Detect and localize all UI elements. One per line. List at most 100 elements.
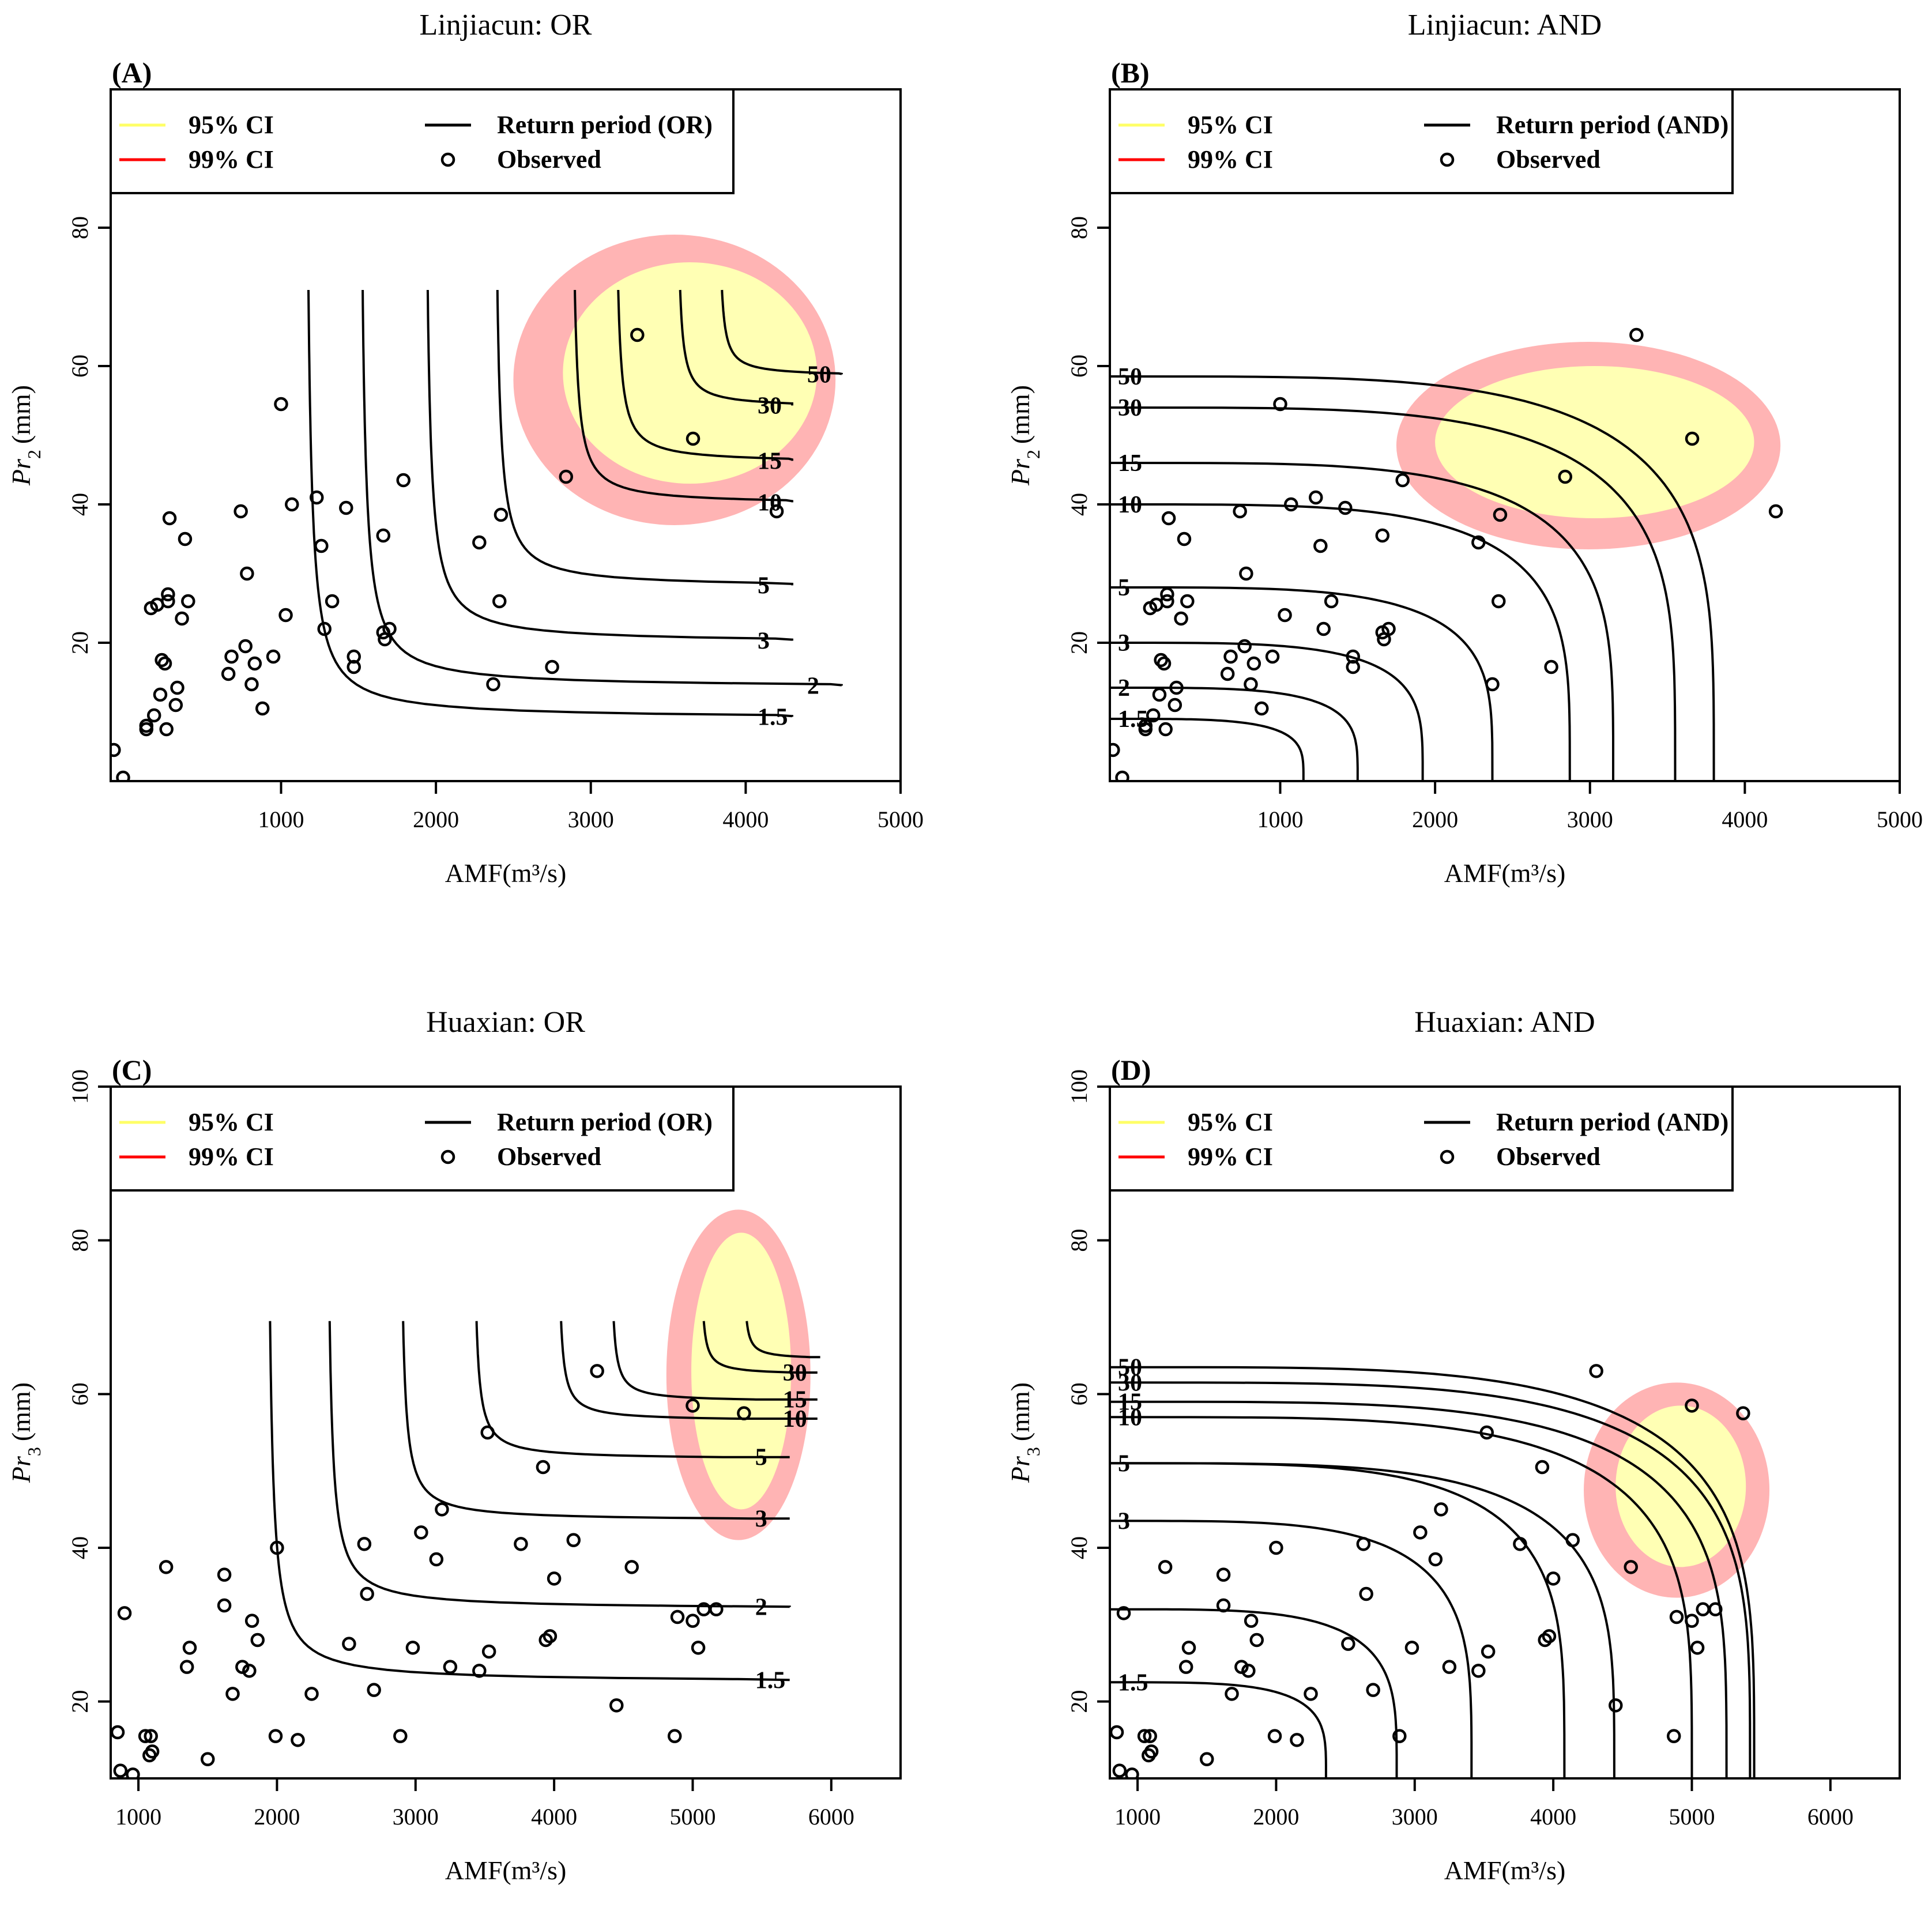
observed-point <box>670 1609 685 1624</box>
contour-label-1-5: 1.5 <box>755 1667 786 1694</box>
contour-label-15: 15 <box>1118 1389 1142 1416</box>
observed-point <box>1267 1729 1282 1743</box>
x-tick-label: 3000 <box>1392 1804 1438 1830</box>
observed-point <box>1116 1606 1131 1620</box>
observed-point <box>1685 431 1700 446</box>
return-period-contour <box>679 289 793 406</box>
observed-point <box>1404 1641 1419 1655</box>
observed-point <box>1220 666 1235 681</box>
observed-point <box>1278 608 1292 623</box>
y-axis-title: Pr2 (mm) <box>6 385 44 486</box>
observed-point <box>161 587 175 602</box>
y-tick-label: 20 <box>67 631 93 654</box>
observed-point <box>769 504 784 519</box>
legend-box <box>1109 88 1734 194</box>
observed-point <box>255 701 270 716</box>
observed-point <box>667 1729 682 1743</box>
observed-point <box>1169 680 1184 695</box>
observed-point <box>1146 708 1161 723</box>
observed-point <box>1471 535 1486 550</box>
y-axis-title: Pr3 (mm) <box>6 1382 44 1483</box>
observed-point <box>310 490 324 505</box>
contour-label-5: 5 <box>755 1445 767 1471</box>
observed-point <box>1666 1729 1681 1743</box>
observed-point <box>175 611 189 626</box>
observed-point <box>1233 504 1247 519</box>
x-tick-label: 3000 <box>568 806 614 832</box>
observed-point <box>268 1729 283 1743</box>
observed-point <box>393 1729 408 1743</box>
panel-letter: (C) <box>112 1054 152 1086</box>
contour-label-15: 15 <box>1118 450 1142 477</box>
y-tick-label: 80 <box>1066 216 1092 239</box>
observed-point <box>274 397 288 412</box>
x-tick-label: 2000 <box>254 1804 300 1830</box>
observed-point <box>1381 621 1396 636</box>
return-period-contour <box>612 1321 818 1401</box>
x-axis-title: AMF(m³/s) <box>1444 858 1566 888</box>
y-axis-title-sub: 3 <box>1023 1447 1044 1456</box>
observed-point <box>737 1406 751 1420</box>
observed-point <box>181 594 195 609</box>
observed-point <box>1392 1729 1407 1743</box>
legend-ci95-label: 95% CI <box>189 1108 274 1136</box>
observed-point <box>1316 621 1331 636</box>
observed-point <box>240 566 254 581</box>
observed-point <box>1168 698 1182 713</box>
y-tick-label: 80 <box>67 1229 93 1252</box>
contour-label-5: 5 <box>1118 1450 1130 1477</box>
observed-point <box>170 680 184 695</box>
panel-letter: (D) <box>1111 1054 1151 1086</box>
return-period-contour <box>475 1321 790 1458</box>
observed-point <box>414 1525 428 1540</box>
x-tick-label: 3000 <box>1567 806 1613 832</box>
y-axis-title: Pr3 (mm) <box>1005 1382 1044 1483</box>
observed-point <box>1309 490 1323 505</box>
observed-point <box>1341 1637 1355 1651</box>
return-period-contour <box>426 289 793 641</box>
observed-point <box>155 653 169 668</box>
observed-point <box>1304 1687 1318 1701</box>
observed-point <box>242 1664 257 1678</box>
observed-point <box>247 656 262 671</box>
observed-point <box>1180 594 1195 609</box>
observed-point <box>1110 742 1120 757</box>
observed-point <box>443 1660 458 1674</box>
y-tick-label: 20 <box>67 1690 93 1713</box>
observed-point <box>492 594 507 609</box>
observed-point <box>146 708 161 723</box>
contour-label-15: 15 <box>758 448 782 474</box>
observed-point <box>1199 1752 1214 1766</box>
observed-point <box>1174 611 1188 626</box>
observed-point <box>179 1660 194 1674</box>
contour-label-30: 30 <box>1118 1370 1142 1396</box>
observed-point <box>1690 1641 1705 1655</box>
x-tick-label: 6000 <box>808 1804 854 1830</box>
legend-ci99-label: 99% CI <box>1188 1143 1273 1171</box>
x-axis-title: AMF(m³/s) <box>1444 1856 1566 1885</box>
contour-label-2: 2 <box>755 1594 767 1621</box>
return-period-contour <box>1110 406 1677 781</box>
y-tick-label: 80 <box>1066 1229 1092 1252</box>
legend-observed-label: Observed <box>497 1143 601 1171</box>
observed-point <box>325 594 340 609</box>
observed-point <box>686 1398 700 1413</box>
return-period-contour <box>1110 375 1715 781</box>
return-period-contour <box>1110 1608 1398 1778</box>
contour-label-50: 50 <box>807 361 831 388</box>
observed-point <box>1395 473 1410 488</box>
observed-point <box>1346 659 1360 674</box>
y-tick-label: 20 <box>1066 1690 1092 1713</box>
contour-label-5: 5 <box>1118 575 1130 601</box>
y-tick-label: 60 <box>1066 1382 1092 1405</box>
observed-point <box>536 1460 551 1475</box>
x-tick-label: 5000 <box>1877 806 1923 832</box>
observed-point <box>1736 1406 1750 1420</box>
return-period-contour <box>702 1321 818 1374</box>
contour-label-10: 10 <box>1118 492 1142 518</box>
observed-point <box>1239 566 1253 581</box>
contour-label-50: 50 <box>1118 1355 1142 1381</box>
return-period-contour <box>1110 642 1424 781</box>
